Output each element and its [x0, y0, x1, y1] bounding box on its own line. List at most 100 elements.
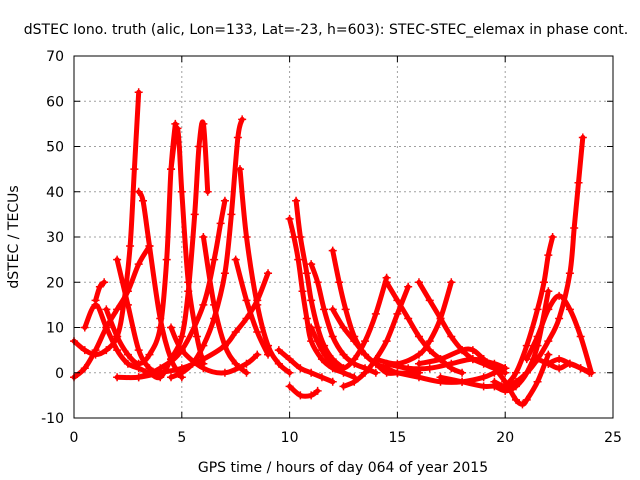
x-tick-label: 20 — [496, 430, 514, 446]
data-point — [578, 133, 587, 142]
data-point — [436, 355, 445, 364]
data-point — [576, 332, 585, 341]
data-point — [134, 373, 143, 382]
chart-title: dSTEC Iono. truth (alic, Lon=133, Lat=-2… — [24, 22, 628, 38]
series-38 — [544, 355, 594, 377]
data-point — [540, 278, 549, 287]
data-point — [371, 309, 380, 318]
data-point — [302, 269, 311, 278]
data-point — [339, 382, 348, 391]
series-29 — [382, 355, 510, 373]
data-point — [134, 260, 143, 269]
data-point — [285, 355, 294, 364]
data-point — [533, 377, 542, 386]
data-point — [285, 382, 294, 391]
series-16 — [167, 323, 262, 377]
data-point — [113, 255, 122, 264]
series-line — [481, 352, 551, 407]
data-point — [91, 346, 100, 355]
data-point — [339, 350, 348, 359]
data-point — [199, 341, 208, 350]
data-point — [264, 269, 273, 278]
data-point — [565, 269, 574, 278]
data-point — [274, 359, 283, 368]
data-point — [91, 296, 100, 305]
data-point — [361, 350, 370, 359]
data-point — [414, 350, 423, 359]
data-point — [307, 323, 316, 332]
data-point — [522, 355, 531, 364]
data-point — [458, 377, 467, 386]
data-point — [123, 359, 132, 368]
data-point — [565, 359, 574, 368]
data-point — [371, 355, 380, 364]
data-point — [335, 278, 344, 287]
y-axis-label: dSTEC / TECUs — [6, 185, 22, 288]
data-point — [242, 314, 251, 323]
y-tick-label: 40 — [46, 185, 64, 201]
data-point — [113, 305, 122, 314]
data-point — [100, 278, 109, 287]
data-point — [576, 364, 585, 373]
data-point — [404, 314, 413, 323]
data-point — [522, 341, 531, 350]
series-34 — [501, 233, 557, 391]
data-point — [425, 364, 434, 373]
series-20 — [274, 346, 337, 386]
x-tick-label: 15 — [388, 430, 406, 446]
data-point — [479, 373, 488, 382]
series-33 — [479, 350, 553, 409]
data-point — [501, 364, 510, 373]
data-point — [511, 377, 520, 386]
data-point — [565, 305, 574, 314]
data-point — [382, 278, 391, 287]
data-point — [570, 223, 579, 232]
data-point — [216, 219, 225, 228]
data-point — [511, 368, 520, 377]
data-point — [210, 314, 219, 323]
data-point — [393, 368, 402, 377]
data-point — [350, 377, 359, 386]
data-point — [548, 233, 557, 241]
data-point — [130, 165, 139, 174]
data-point — [95, 282, 104, 291]
data-point — [371, 368, 380, 377]
data-point — [382, 337, 391, 346]
data-point — [134, 359, 143, 368]
data-point — [436, 373, 445, 382]
series-15 — [113, 269, 273, 382]
data-point — [253, 296, 262, 305]
data-point — [285, 214, 294, 223]
data-point — [167, 373, 176, 382]
data-point — [220, 368, 229, 377]
data-point — [253, 328, 262, 337]
data-point — [145, 350, 154, 359]
data-point — [307, 337, 316, 346]
data-point — [328, 359, 337, 368]
data-point — [210, 255, 219, 264]
data-point — [102, 323, 111, 332]
data-point — [220, 341, 229, 350]
data-point — [296, 364, 305, 373]
data-point — [184, 287, 193, 296]
data-point — [317, 355, 326, 364]
data-point — [298, 287, 307, 296]
data-point — [341, 305, 350, 314]
data-point — [544, 350, 553, 359]
data-point — [138, 196, 147, 205]
data-point — [544, 359, 553, 368]
data-point — [544, 251, 553, 260]
data-point — [425, 337, 434, 346]
data-point — [145, 242, 154, 251]
data-point — [231, 255, 240, 264]
data-point — [544, 287, 553, 296]
data-point — [404, 282, 413, 291]
series-17 — [285, 214, 359, 382]
data-point — [264, 341, 273, 350]
data-point — [307, 296, 316, 305]
data-point — [447, 359, 456, 368]
data-point — [533, 332, 542, 341]
y-tick-label: -10 — [41, 411, 64, 427]
data-point — [544, 305, 553, 314]
